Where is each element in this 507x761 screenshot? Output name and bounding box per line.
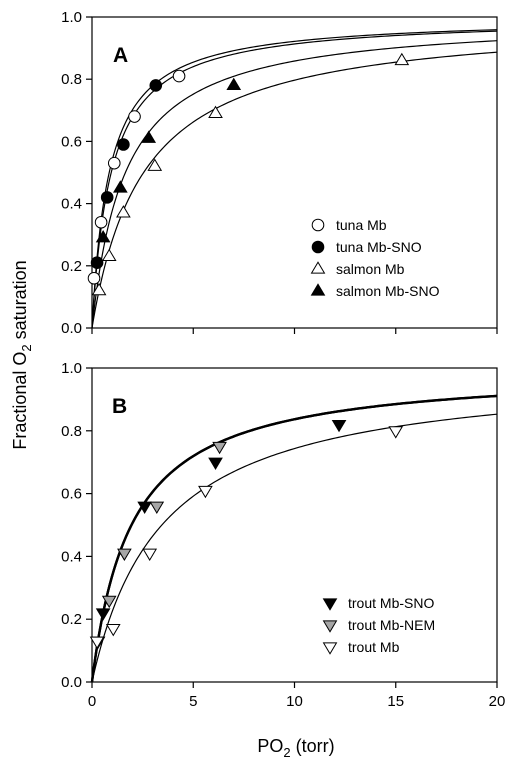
y-axis-label: Fractional O2 saturation: [10, 260, 34, 449]
data-point: [142, 548, 158, 562]
panel-label: A: [113, 44, 128, 67]
data-point: [149, 501, 165, 514]
data-point: [117, 548, 132, 562]
x-tick-label: 10: [286, 693, 303, 710]
fit-curve: [91, 30, 498, 329]
data-point: [128, 110, 141, 123]
legend-marker: [322, 620, 338, 633]
legend-marker: [322, 598, 338, 611]
legend-marker: [310, 261, 326, 274]
legend-label: tuna Mb-SNO: [336, 239, 422, 255]
fit-curve: [91, 51, 498, 329]
y-tick-label: 0.0: [61, 674, 82, 691]
data-point: [90, 256, 104, 269]
legend-marker: [322, 642, 338, 655]
y-tick-label: 0.2: [61, 611, 82, 628]
data-point: [113, 180, 128, 193]
legend-label: salmon Mb-SNO: [336, 283, 440, 299]
data-point: [141, 130, 157, 143]
x-tick-label: 0: [88, 693, 96, 710]
data-point: [137, 501, 152, 514]
data-point: [172, 69, 186, 83]
legend-label: trout Mb-SNO: [348, 595, 434, 611]
data-point: [91, 282, 107, 296]
data-point: [101, 595, 117, 609]
y-tick-label: 0.4: [61, 196, 82, 213]
y-tick-label: 0.8: [61, 71, 82, 88]
x-tick-label: 5: [189, 693, 197, 710]
y-tick-label: 0.0: [61, 320, 82, 337]
data-point: [208, 457, 223, 470]
plot-frame: [91, 16, 498, 329]
y-tick-label: 1.0: [61, 9, 82, 26]
fit-curve: [90, 394, 498, 683]
data-point: [100, 191, 114, 204]
data-point: [147, 158, 163, 171]
data-point: [116, 205, 131, 218]
panel-label: B: [112, 395, 127, 418]
data-point: [149, 79, 163, 92]
data-point: [388, 426, 404, 439]
fit-curve: [90, 394, 498, 683]
data-point: [87, 271, 101, 285]
data-point: [212, 441, 227, 455]
data-point: [331, 419, 347, 433]
legend-marker: [310, 283, 326, 296]
data-point: [95, 608, 111, 621]
y-tick-label: 1.0: [61, 360, 82, 377]
y-tick-label: 0.6: [61, 133, 82, 150]
x-tick-label: 20: [489, 693, 506, 710]
fit-curve: [91, 29, 498, 329]
y-tick-label: 0.4: [61, 548, 82, 565]
data-point: [107, 156, 121, 170]
data-point: [226, 77, 242, 90]
data-point: [198, 485, 213, 499]
data-point: [117, 138, 130, 151]
y-tick-label: 0.6: [61, 486, 82, 503]
legend-label: trout Mb: [348, 639, 400, 655]
data-point: [94, 215, 108, 229]
x-tick-label: 15: [387, 693, 404, 710]
y-tick-label: 0.2: [61, 258, 82, 275]
data-point: [208, 105, 223, 118]
x-axis-label: PO2 (torr): [257, 736, 334, 760]
data-point: [101, 248, 117, 262]
fit-curve: [91, 40, 498, 329]
legend-marker: [311, 240, 325, 254]
plot-frame: [91, 367, 498, 683]
legend-label: tuna Mb: [336, 217, 387, 233]
legend-label: salmon Mb: [336, 261, 405, 277]
data-point: [95, 230, 111, 243]
data-point: [394, 52, 410, 66]
y-tick-label: 0.8: [61, 423, 82, 440]
legend-marker: [311, 218, 325, 232]
data-point: [105, 624, 121, 637]
fit-curve: [91, 413, 498, 683]
legend-label: trout Mb-NEM: [348, 617, 435, 633]
data-point: [89, 636, 105, 649]
